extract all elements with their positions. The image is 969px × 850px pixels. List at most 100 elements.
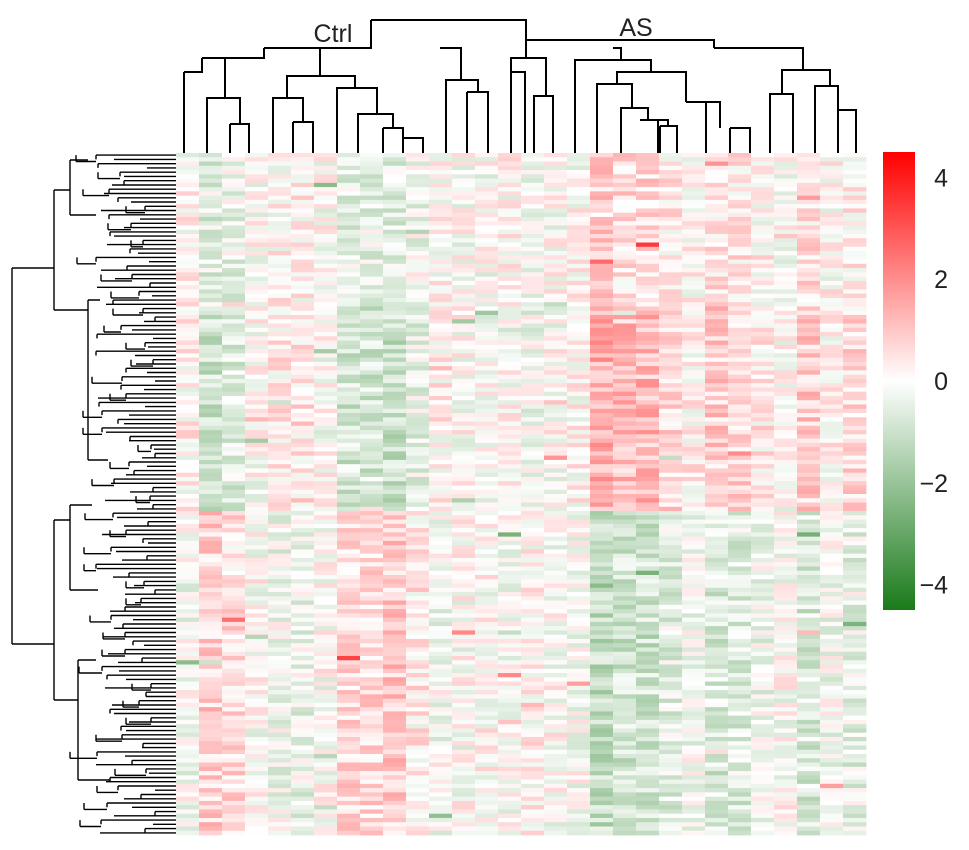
heatmap-cell [751,332,775,337]
heatmap-cell [521,655,545,661]
heatmap-cell [682,442,706,448]
heatmap-cell [797,775,821,780]
heatmap-cell [475,732,499,738]
heatmap-cell [314,545,338,550]
heatmap-cell [843,178,867,184]
heatmap-cell [590,668,614,674]
heatmap-cell [521,621,545,627]
heatmap-cell [452,434,476,439]
heatmap-cell [475,302,499,307]
heatmap-cell [475,592,499,597]
heatmap-cell [222,306,246,312]
heatmap-cell [843,459,867,465]
heatmap-cell [406,660,430,665]
heatmap-cell [222,540,246,546]
heatmap-cell [337,404,361,410]
heatmap-cell [521,170,545,175]
heatmap-cell [406,204,430,209]
heatmap-cell [176,195,200,201]
heatmap-cell [728,736,752,742]
heatmap-cell [245,208,269,214]
heatmap-cell [613,822,637,827]
heatmap-cell [429,583,453,589]
heatmap-cell [521,771,545,776]
heatmap-cell [337,771,361,776]
heatmap-cell [383,523,407,529]
heatmap-cell [521,212,545,218]
heatmap-cell [360,766,384,772]
heatmap-cell [521,451,545,457]
heatmap-cell [567,332,591,337]
heatmap-cell [199,293,223,299]
heatmap-cell [659,404,683,410]
heatmap-cell [360,404,384,410]
heatmap-cell [682,489,706,495]
heatmap-cell [383,472,407,478]
heatmap-cell [797,754,821,759]
heatmap-cell [774,314,798,320]
heatmap-cell [659,272,683,278]
heatmap-cell [452,481,476,486]
heatmap-cell [590,638,614,644]
heatmap-cell [820,557,844,563]
heatmap-cell [521,788,545,793]
heatmap-cell [314,749,338,755]
heatmap-cell [590,268,614,273]
heatmap-cell [590,170,614,175]
heatmap-cell [544,651,568,657]
heatmap-cell [176,566,200,572]
heatmap-cell [314,302,338,307]
heatmap-cell [176,216,200,222]
heatmap-cell [636,719,660,725]
heatmap-cell [475,383,499,388]
heatmap-cell [659,528,683,533]
heatmap-cell [843,233,867,239]
heatmap-cell [429,161,453,167]
heatmap-cell [383,165,407,171]
heatmap-cell [820,694,844,699]
heatmap-cell [751,340,775,346]
heatmap-cell [797,374,821,380]
heatmap-cell [521,562,545,567]
heatmap-cell [245,472,269,478]
heatmap-cell [199,323,223,329]
heatmap-cell [613,783,637,789]
heatmap-cell [590,430,614,435]
heatmap-cell [797,511,821,516]
heatmap-cell [590,762,614,768]
heatmap-cell [222,613,246,619]
heatmap-cell [613,165,637,171]
heatmap-cell [176,813,200,819]
heatmap-cell [314,762,338,768]
heatmap-cell [176,634,200,640]
heatmap-cell [751,758,775,763]
heatmap-cell [406,677,430,682]
heatmap-cell [291,391,315,397]
heatmap-cell [659,651,683,657]
heatmap-cell [659,421,683,427]
heatmap-cell [245,502,269,508]
heatmap-cell [222,741,246,746]
heatmap-cell [682,310,706,316]
heatmap-cell [498,621,522,627]
heatmap-cell [268,208,292,214]
heatmap-cell [636,779,660,785]
heatmap-cell [567,357,591,363]
heatmap-cell [843,574,867,580]
heatmap-cell [797,314,821,320]
heatmap-cell [383,481,407,486]
heatmap-cell [498,366,522,371]
heatmap-cell [705,685,729,691]
heatmap-cell [820,677,844,682]
heatmap-cell [659,408,683,414]
heatmap-cell [314,536,338,542]
heatmap-cell [452,494,476,499]
heatmap-cell [268,762,292,768]
heatmap-cell [682,600,706,606]
heatmap-cell [222,775,246,780]
heatmap-cell [199,557,223,563]
heatmap-cell [406,745,430,751]
heatmap-cell [176,673,200,678]
heatmap-cell [176,613,200,619]
heatmap-cell [682,741,706,746]
